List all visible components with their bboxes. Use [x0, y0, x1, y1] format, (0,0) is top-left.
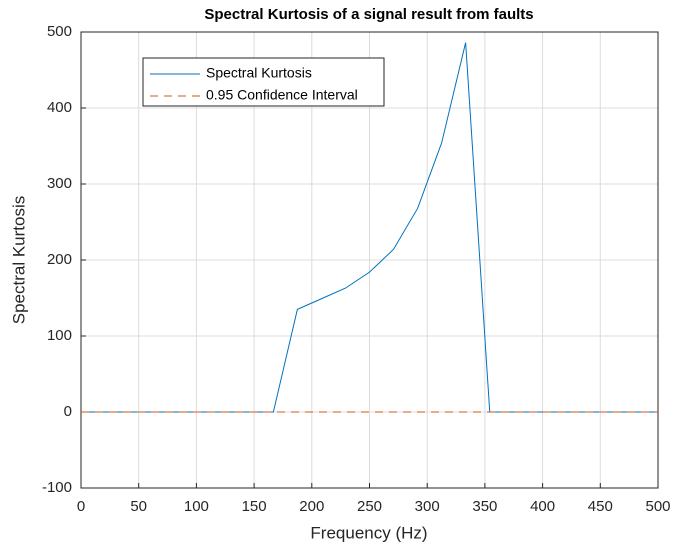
y-tick-label: 0 — [64, 403, 72, 420]
x-tick-label: 50 — [130, 498, 147, 515]
legend: Spectral Kurtosis 0.95 Confidence Interva… — [142, 57, 385, 107]
data-line — [81, 42, 658, 413]
y-tick-label: -100 — [42, 479, 72, 496]
legend-label: Spectral Kurtosis — [206, 65, 312, 81]
y-tick-label: 300 — [47, 175, 72, 192]
x-tick-label: 400 — [530, 498, 555, 515]
x-tick-label: 500 — [645, 498, 670, 515]
x-tick-label: 100 — [184, 498, 209, 515]
y-tick-label: 400 — [47, 99, 72, 116]
legend-label: 0.95 Confidence Interval — [206, 87, 358, 103]
plot-frame — [80, 31, 659, 489]
chart-title: Spectral Kurtosis of a signal result fro… — [204, 6, 533, 23]
y-axis-label: Spectral Kurtosis — [9, 196, 28, 325]
x-tick-label: 450 — [588, 498, 613, 515]
y-tick-label: 100 — [47, 327, 72, 344]
x-axis-label: Frequency (Hz) — [310, 523, 427, 542]
y-tick-label: 200 — [47, 251, 72, 268]
x-tick-label: 350 — [472, 498, 497, 515]
x-tick-label: 0 — [77, 498, 85, 515]
x-tick-label: 300 — [415, 498, 440, 515]
x-tick-label: 150 — [242, 498, 267, 515]
x-tick-label: 250 — [357, 498, 382, 515]
x-tick-label: 200 — [299, 498, 324, 515]
y-tick-label: 500 — [47, 23, 72, 40]
legend-box — [142, 57, 385, 107]
